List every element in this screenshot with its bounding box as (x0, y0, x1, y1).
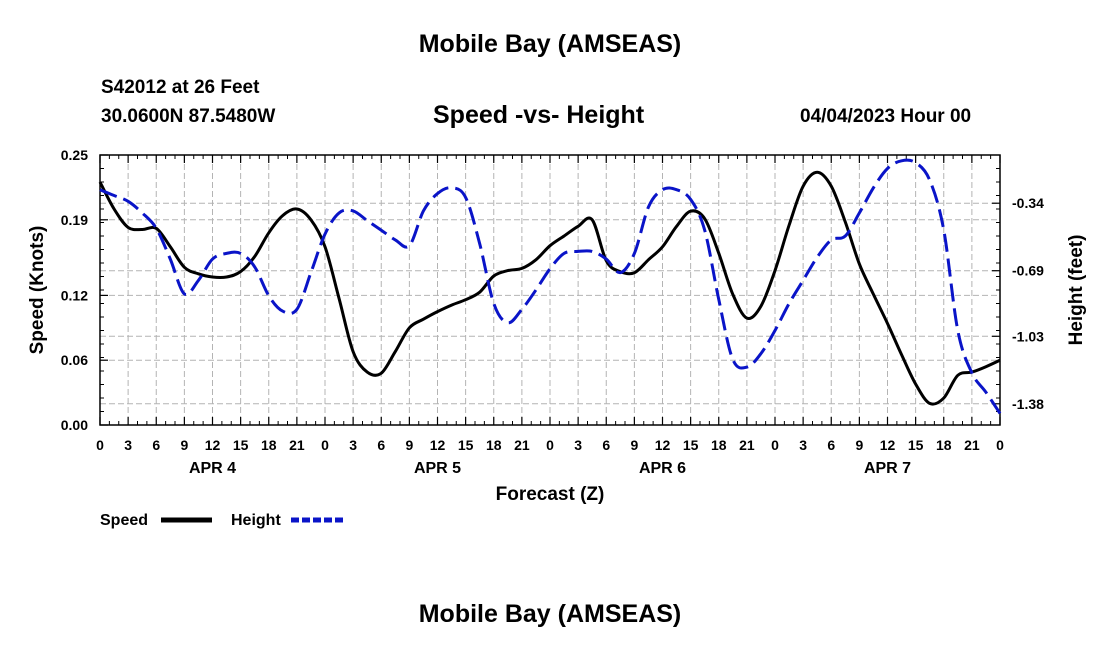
station-label: S42012 at 26 Feet (101, 77, 260, 98)
y-tick-label: 0.06 (61, 352, 88, 368)
day-label: APR 7 (864, 460, 911, 477)
y-axis-title: Speed (Knots) (27, 226, 48, 355)
x-tick-label: 21 (964, 437, 980, 453)
x-tick-label: 12 (880, 437, 896, 453)
legend-speed-label: Speed (100, 512, 148, 529)
x-tick-label: 15 (683, 437, 699, 453)
x-tick-label: 15 (233, 437, 249, 453)
x-tick-label: 21 (514, 437, 530, 453)
y-axis-right-title: Height (feet) (1066, 235, 1087, 346)
x-tick-label: 0 (996, 437, 1004, 453)
day-label: APR 5 (414, 460, 461, 477)
x-tick-label: 0 (321, 437, 329, 453)
x-tick-label: 12 (205, 437, 221, 453)
speed-series-line (98, 170, 1001, 406)
x-tick-label: 21 (739, 437, 755, 453)
y-right-tick-label: -1.38 (1012, 396, 1044, 412)
x-tick-label: 18 (261, 437, 277, 453)
x-tick-label: 3 (799, 437, 807, 453)
y-tick-label: 0.12 (61, 287, 88, 303)
y-tick-label: 0.25 (61, 147, 88, 163)
chart-subtitle: Speed -vs- Height (433, 101, 645, 129)
x-tick-label: 0 (771, 437, 779, 453)
x-tick-label: 3 (574, 437, 582, 453)
axis-labels: 0 3 6 9 12 15 18 21 0 3 6 9 12 15 18 21 0 3 6 9 12 15 18 21 0 3 6 9… (61, 147, 1044, 477)
y-tick-label: 0.19 (61, 212, 88, 228)
x-tick-label: 0 (546, 437, 554, 453)
series (98, 158, 1002, 415)
day-label: APR 4 (189, 460, 236, 477)
x-tick-label: 18 (486, 437, 502, 453)
x-tick-label: 6 (602, 437, 610, 453)
x-tick-label: 15 (908, 437, 924, 453)
grid-lines (100, 155, 1000, 425)
x-tick-label: 21 (289, 437, 305, 453)
x-tick-label: 0 (96, 437, 104, 453)
x-tick-label: 18 (711, 437, 727, 453)
y-tick-label: 0.00 (61, 417, 88, 433)
x-tick-label: 12 (655, 437, 671, 453)
x-tick-label: 18 (936, 437, 952, 453)
x-tick-label: 6 (377, 437, 385, 453)
x-tick-label: 6 (152, 437, 160, 453)
x-tick-label: 12 (430, 437, 446, 453)
legend: Speed Height (100, 512, 343, 529)
x-tick-label: 9 (855, 437, 863, 453)
y-right-tick-label: -1.03 (1012, 328, 1044, 344)
height-series-line (99, 158, 1002, 415)
x-tick-label: 9 (405, 437, 413, 453)
forecast-datetime: 04/04/2023 Hour 00 (800, 106, 972, 127)
legend-height-label: Height (231, 512, 281, 529)
y-right-tick-label: -0.69 (1012, 263, 1044, 279)
x-tick-label: 3 (124, 437, 132, 453)
x-tick-label: 9 (630, 437, 638, 453)
x-tick-label: 6 (827, 437, 835, 453)
main-title: Mobile Bay (AMSEAS) (418, 30, 682, 58)
y-right-tick-label: -0.34 (1012, 195, 1044, 211)
x-tick-label: 3 (349, 437, 357, 453)
x-tick-label: 9 (180, 437, 188, 453)
footer-title: Mobile Bay (AMSEAS) (418, 600, 682, 628)
axis-ticks (99, 154, 1001, 426)
x-axis-title: Forecast (Z) (496, 484, 605, 505)
day-label: APR 6 (639, 460, 686, 477)
x-tick-label: 15 (458, 437, 474, 453)
coordinates-label: 30.0600N 87.5480W (101, 106, 276, 127)
